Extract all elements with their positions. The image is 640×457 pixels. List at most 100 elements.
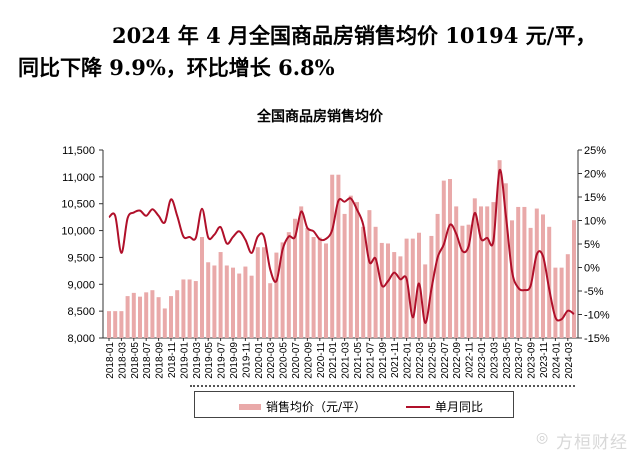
price-bar: [218, 252, 223, 338]
price-bar: [479, 206, 483, 338]
x-tick-label: 2020-03: [266, 342, 277, 379]
x-tick-label: 2020-05: [279, 342, 290, 379]
price-bar: [472, 198, 477, 338]
price-bar: [379, 242, 384, 338]
x-tick-label: 2022-05: [427, 342, 438, 379]
legend-swatch-line: [406, 405, 430, 408]
price-bar: [497, 160, 502, 338]
left-tick-label: 10,000: [61, 226, 95, 238]
x-tick-label: 2023-09: [527, 342, 538, 379]
x-tick-label: 2018-07: [142, 342, 153, 379]
price-bar: [386, 243, 390, 338]
price-bar: [274, 252, 279, 338]
price-bar: [317, 237, 322, 338]
price-bar: [169, 296, 173, 338]
price-bar: [162, 308, 167, 338]
headline-line-2: 同比下降 9.9%，环比增长 6.8%: [18, 55, 335, 80]
x-tick-label: 2023-05: [502, 342, 513, 379]
price-bar: [361, 226, 366, 338]
price-bar: [398, 256, 403, 338]
price-bar: [534, 208, 539, 338]
x-tick-label: 2018-03: [117, 342, 128, 379]
price-bar: [392, 252, 397, 338]
left-tick-label: 9,000: [67, 279, 95, 291]
price-bar: [565, 254, 570, 338]
legend-item-price: 销售均价（元/平）: [239, 398, 366, 415]
legend-swatch-bar: [239, 403, 261, 410]
x-tick-label: 2023-11: [539, 342, 550, 378]
price-bar: [311, 237, 316, 338]
price-bar: [491, 202, 496, 338]
right-tick-label: 15%: [584, 192, 606, 204]
price-bar: [262, 247, 266, 338]
x-tick-label: 2020-11: [316, 342, 327, 378]
price-bar: [305, 227, 310, 338]
divider: [190, 385, 575, 387]
chart-title: 全国商品房销售均价: [257, 109, 383, 125]
price-bar: [572, 220, 576, 338]
right-tick-label: -5%: [584, 286, 604, 298]
price-bar: [503, 183, 508, 338]
x-tick-label: 2024-01: [551, 342, 562, 379]
x-tick-label: 2019-09: [229, 342, 240, 379]
x-tick-label: 2021-09: [378, 342, 389, 379]
x-tick-label: 2018-01: [105, 342, 116, 379]
left-tick-label: 11,000: [62, 172, 95, 184]
x-tick-label: 2021-07: [365, 342, 376, 379]
watermark: 方桓财经: [556, 433, 628, 453]
x-tick-label: 2018-05: [130, 342, 141, 379]
price-bar: [193, 281, 198, 338]
x-tick-label: 2020-09: [303, 342, 314, 379]
price-bar: [187, 279, 192, 338]
x-tick-label: 2020-01: [254, 342, 265, 379]
x-tick-label: 2018-09: [155, 342, 166, 379]
x-tick-label: 2023-03: [489, 342, 500, 379]
price-bar: [268, 283, 273, 338]
right-tick-label: 10%: [584, 216, 606, 228]
legend-label-yoy: 单月同比: [435, 400, 484, 414]
x-tick-label: 2022-03: [415, 342, 426, 379]
price-bar: [342, 213, 347, 338]
x-tick-label: 2021-01: [328, 342, 339, 379]
price-bar: [516, 206, 521, 338]
price-bar: [175, 290, 180, 338]
price-bar: [299, 206, 304, 338]
price-bar: [485, 206, 490, 338]
price-bar: [138, 296, 142, 338]
x-tick-label: 2022-09: [452, 342, 463, 379]
weibo-logo-icon: ◎: [536, 430, 549, 446]
price-bar: [522, 206, 527, 338]
x-tick-label: 2019-01: [179, 342, 190, 379]
price-bar: [336, 174, 341, 338]
price-bar: [125, 296, 130, 338]
left-tick-label: 8,500: [67, 306, 95, 318]
price-bar: [212, 265, 217, 338]
price-bar: [404, 238, 409, 338]
x-tick-label: 2022-07: [440, 342, 451, 379]
right-tick-label: 0%: [584, 263, 600, 275]
x-tick-label: 2024-03: [564, 342, 575, 379]
price-bar: [237, 273, 242, 338]
x-tick-label: 2023-07: [514, 342, 525, 379]
x-tick-label: 2021-03: [341, 342, 352, 379]
left-tick-label: 10,500: [61, 199, 95, 211]
x-tick-label: 2021-11: [390, 342, 401, 378]
price-bar: [553, 267, 558, 338]
right-tick-label: -15%: [584, 333, 610, 345]
x-tick-label: 2019-05: [204, 342, 215, 379]
x-tick-label: 2019-07: [217, 342, 228, 379]
price-bar: [348, 195, 353, 338]
price-bar: [243, 266, 248, 338]
price-bar: [224, 265, 229, 338]
price-bar: [113, 311, 118, 338]
x-tick-label: 2022-11: [465, 342, 476, 378]
price-bar: [200, 237, 204, 338]
legend-label-price: 销售均价（元/平）: [266, 400, 367, 414]
legend: 销售均价（元/平） 单月同比: [194, 391, 514, 418]
yoy-line: [108, 169, 575, 324]
x-tick-label: 2021-05: [353, 342, 364, 379]
left-tick-label: 11,500: [62, 145, 95, 157]
price-bar: [286, 232, 291, 338]
price-bar: [541, 214, 545, 338]
